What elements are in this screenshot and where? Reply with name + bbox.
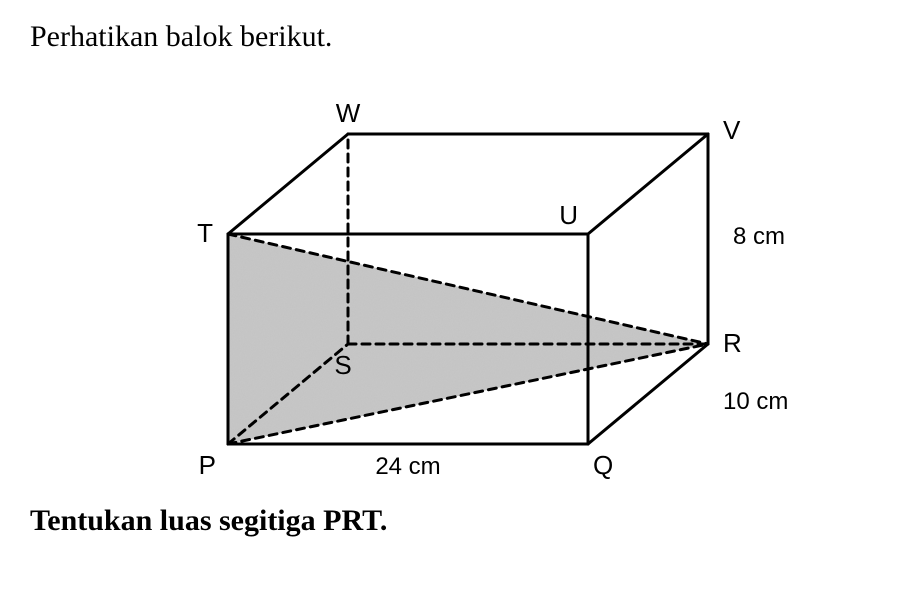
svg-text:V: V	[723, 115, 741, 145]
svg-text:T: T	[197, 218, 213, 248]
problem-intro: Perhatikan balok berikut.	[30, 20, 885, 54]
svg-text:P: P	[198, 450, 215, 480]
svg-text:U: U	[559, 200, 578, 230]
svg-text:10 cm: 10 cm	[723, 388, 788, 415]
cuboid-diagram: P Q R S T U V W 24 cm 10 cm 8 cm	[108, 64, 808, 494]
problem-question: Tentukan luas segitiga PRT.	[30, 504, 885, 538]
svg-text:8 cm: 8 cm	[733, 223, 785, 250]
svg-text:W: W	[335, 98, 360, 128]
figure-container: P Q R S T U V W 24 cm 10 cm 8 cm	[30, 64, 885, 494]
svg-text:24 cm: 24 cm	[375, 453, 440, 480]
svg-text:R: R	[723, 328, 742, 358]
svg-text:Q: Q	[593, 450, 613, 480]
svg-text:S: S	[334, 350, 351, 380]
